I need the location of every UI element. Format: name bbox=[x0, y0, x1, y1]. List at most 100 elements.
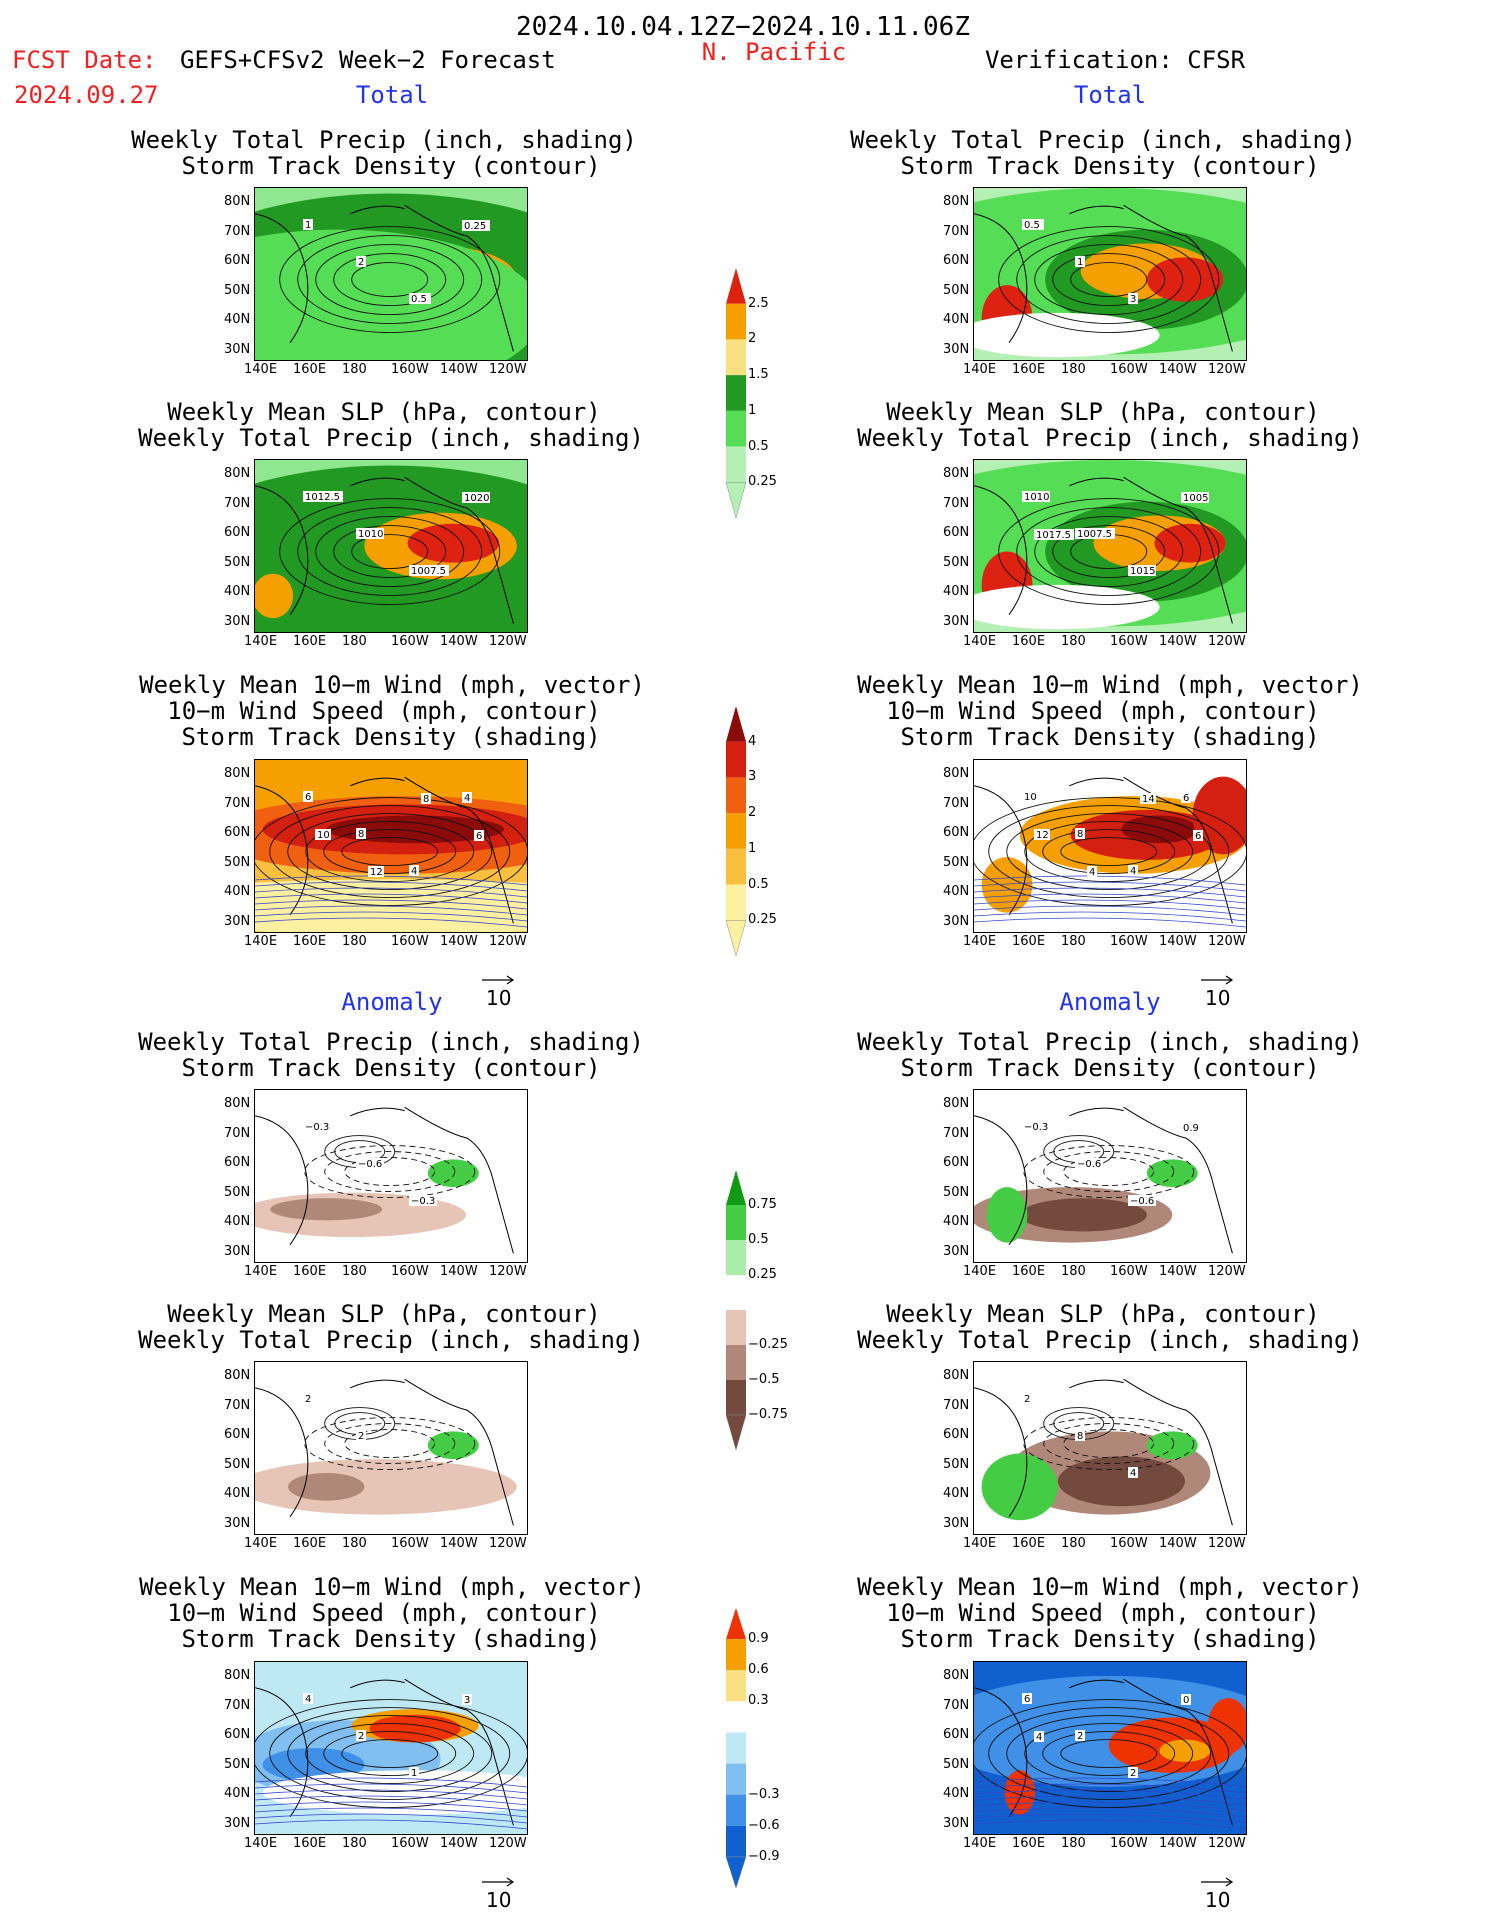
contour-line bbox=[279, 226, 501, 333]
contour-label: 1017.5 bbox=[1034, 529, 1074, 541]
svg-text:1012.5: 1012.5 bbox=[305, 492, 340, 503]
lat-tick-label: 60N bbox=[224, 1155, 251, 1170]
contour-label: 2 bbox=[356, 1730, 366, 1742]
lat-tick-label: 30N bbox=[224, 1243, 251, 1259]
lat-tick-label: 70N bbox=[943, 223, 970, 239]
contour-line bbox=[974, 797, 1246, 906]
svg-text:0.5: 0.5 bbox=[1024, 220, 1040, 231]
colorbar-anom-precip bbox=[725, 1170, 747, 1451]
map-panel-fa-precip-storm: −0.3 −0.6 −0.3 bbox=[254, 1089, 528, 1263]
coastline-asia bbox=[974, 1687, 1028, 1818]
contour-line bbox=[287, 1715, 493, 1792]
svg-text:−0.6: −0.6 bbox=[1077, 1159, 1101, 1170]
lon-tick-label: 140W bbox=[1159, 934, 1197, 949]
colorbar-segment bbox=[726, 1825, 746, 1857]
colorbar-total-storm bbox=[725, 706, 747, 957]
colorbar-segment bbox=[726, 1345, 746, 1380]
contour-line bbox=[315, 244, 465, 315]
lon-tick-label: 140E bbox=[244, 1264, 278, 1279]
wind-vector-line bbox=[255, 893, 527, 904]
lat-tick-label: 40N bbox=[943, 1486, 970, 1501]
coastline-asia bbox=[974, 785, 1028, 916]
contour-label: 0.5 bbox=[1022, 219, 1044, 231]
contour-line bbox=[988, 805, 1230, 898]
lat-tick-label: 40N bbox=[224, 1486, 251, 1501]
lon-tick-label: 160E bbox=[293, 362, 327, 377]
contour-label: 1012.5 bbox=[303, 491, 343, 503]
contour-label: 1007.5 bbox=[1075, 528, 1115, 540]
contour-label: −0.3 bbox=[409, 1195, 437, 1207]
contour-label: 3 bbox=[462, 1694, 472, 1706]
lat-tick-label: 70N bbox=[224, 795, 251, 811]
svg-text:6: 6 bbox=[1195, 831, 1201, 842]
svg-text:1015: 1015 bbox=[1130, 566, 1155, 577]
lat-tick-label: 50N bbox=[943, 854, 970, 870]
svg-text:12: 12 bbox=[370, 867, 383, 878]
contour-label: 4 bbox=[409, 865, 419, 877]
lat-tick-label: 70N bbox=[224, 1397, 251, 1413]
lat-tick-label: 80N bbox=[224, 466, 251, 481]
colorbar-label: −0.75 bbox=[748, 1407, 788, 1422]
lat-tick-label: 40N bbox=[224, 312, 251, 327]
colorbar-segment bbox=[726, 1275, 746, 1310]
map-panel-fc-wind-storm: 6 8 4 4 10 12 8 6 bbox=[254, 759, 528, 933]
title-fc-wind-2: 10−m Wind Speed (mph, contour) bbox=[167, 697, 601, 725]
contour-line bbox=[998, 498, 1220, 605]
colorbar-label: −0.5 bbox=[748, 1372, 780, 1387]
contour-label: 1007.5 bbox=[409, 565, 449, 577]
section-anomaly-left: Anomaly bbox=[341, 988, 443, 1016]
wind-vector-line bbox=[974, 1801, 1246, 1812]
map-canvas: −0.3 −0.6 −0.6 0.9 bbox=[974, 1090, 1246, 1262]
lat-tick-label: 30N bbox=[943, 1243, 970, 1259]
svg-text:1: 1 bbox=[411, 1768, 417, 1779]
lon-tick-label: 160E bbox=[1012, 1836, 1046, 1851]
svg-text:4: 4 bbox=[1130, 866, 1136, 877]
coastline-arctic bbox=[349, 777, 405, 787]
map-panel-vf-slp-precip: 1010 1007.5 1015 1005 1017.5 bbox=[973, 459, 1247, 633]
contour-label: 6 bbox=[1193, 830, 1203, 842]
contour-label: 10 bbox=[1022, 791, 1038, 803]
contour-label: 2 bbox=[1022, 1393, 1032, 1405]
contour-line-negative bbox=[304, 1417, 476, 1470]
map-canvas: 4 2 1 3 bbox=[255, 1662, 527, 1834]
title-vf-slp-precip-1: Weekly Mean SLP (hPa, contour) bbox=[886, 398, 1320, 426]
colorbar-label: 1 bbox=[748, 840, 757, 856]
colorbar-label: −0.6 bbox=[748, 1817, 780, 1833]
lat-tick-label: 60N bbox=[224, 525, 251, 540]
contour-line bbox=[333, 253, 447, 306]
lon-tick-label: 140E bbox=[963, 1264, 997, 1279]
coastline-arctic bbox=[349, 1379, 405, 1389]
title-fa-wind-2: 10−m Wind Speed (mph, contour) bbox=[167, 1599, 601, 1627]
svg-text:0.25: 0.25 bbox=[464, 221, 486, 232]
colorbar-label: 1.5 bbox=[748, 367, 769, 383]
colorbar-segment bbox=[726, 884, 746, 921]
svg-text:2: 2 bbox=[1024, 1394, 1030, 1405]
coastline-arctic bbox=[1068, 477, 1124, 487]
contour-line bbox=[1052, 525, 1166, 578]
lon-tick-label: 140E bbox=[244, 362, 278, 377]
lon-tick-label: 140E bbox=[244, 634, 278, 649]
map-canvas: 6 8 4 4 10 12 8 6 bbox=[255, 760, 527, 932]
contour-line bbox=[255, 1699, 527, 1808]
colorbar-label: 0.5 bbox=[748, 876, 769, 892]
lon-tick-label: 180 bbox=[342, 634, 367, 649]
lat-tick-label: 70N bbox=[943, 795, 970, 811]
lat-tick-label: 70N bbox=[224, 495, 251, 511]
svg-text:1: 1 bbox=[305, 220, 311, 231]
lat-tick-label: 80N bbox=[943, 1668, 970, 1683]
coastline-asia bbox=[255, 1387, 309, 1518]
lat-tick-label: 70N bbox=[943, 495, 970, 511]
colorbar-segment bbox=[726, 777, 746, 814]
shading-region bbox=[1192, 776, 1246, 855]
colorbar-label: 0.25 bbox=[748, 474, 777, 490]
contour-line bbox=[305, 1723, 475, 1784]
contour-line-negative bbox=[324, 1151, 456, 1192]
title-va-slp-precip-2: Weekly Total Precip (inch, shading) bbox=[857, 1326, 1363, 1354]
coastline-asia bbox=[974, 1115, 1028, 1246]
contour-label: 6 bbox=[303, 791, 313, 803]
vector-ref-vf: 10 bbox=[1199, 966, 1235, 1010]
svg-text:−0.3: −0.3 bbox=[305, 1122, 329, 1133]
svg-text:6: 6 bbox=[305, 792, 311, 803]
lat-tick-label: 60N bbox=[943, 1427, 970, 1442]
title-va-slp-precip-1: Weekly Mean SLP (hPa, contour) bbox=[886, 1300, 1320, 1328]
